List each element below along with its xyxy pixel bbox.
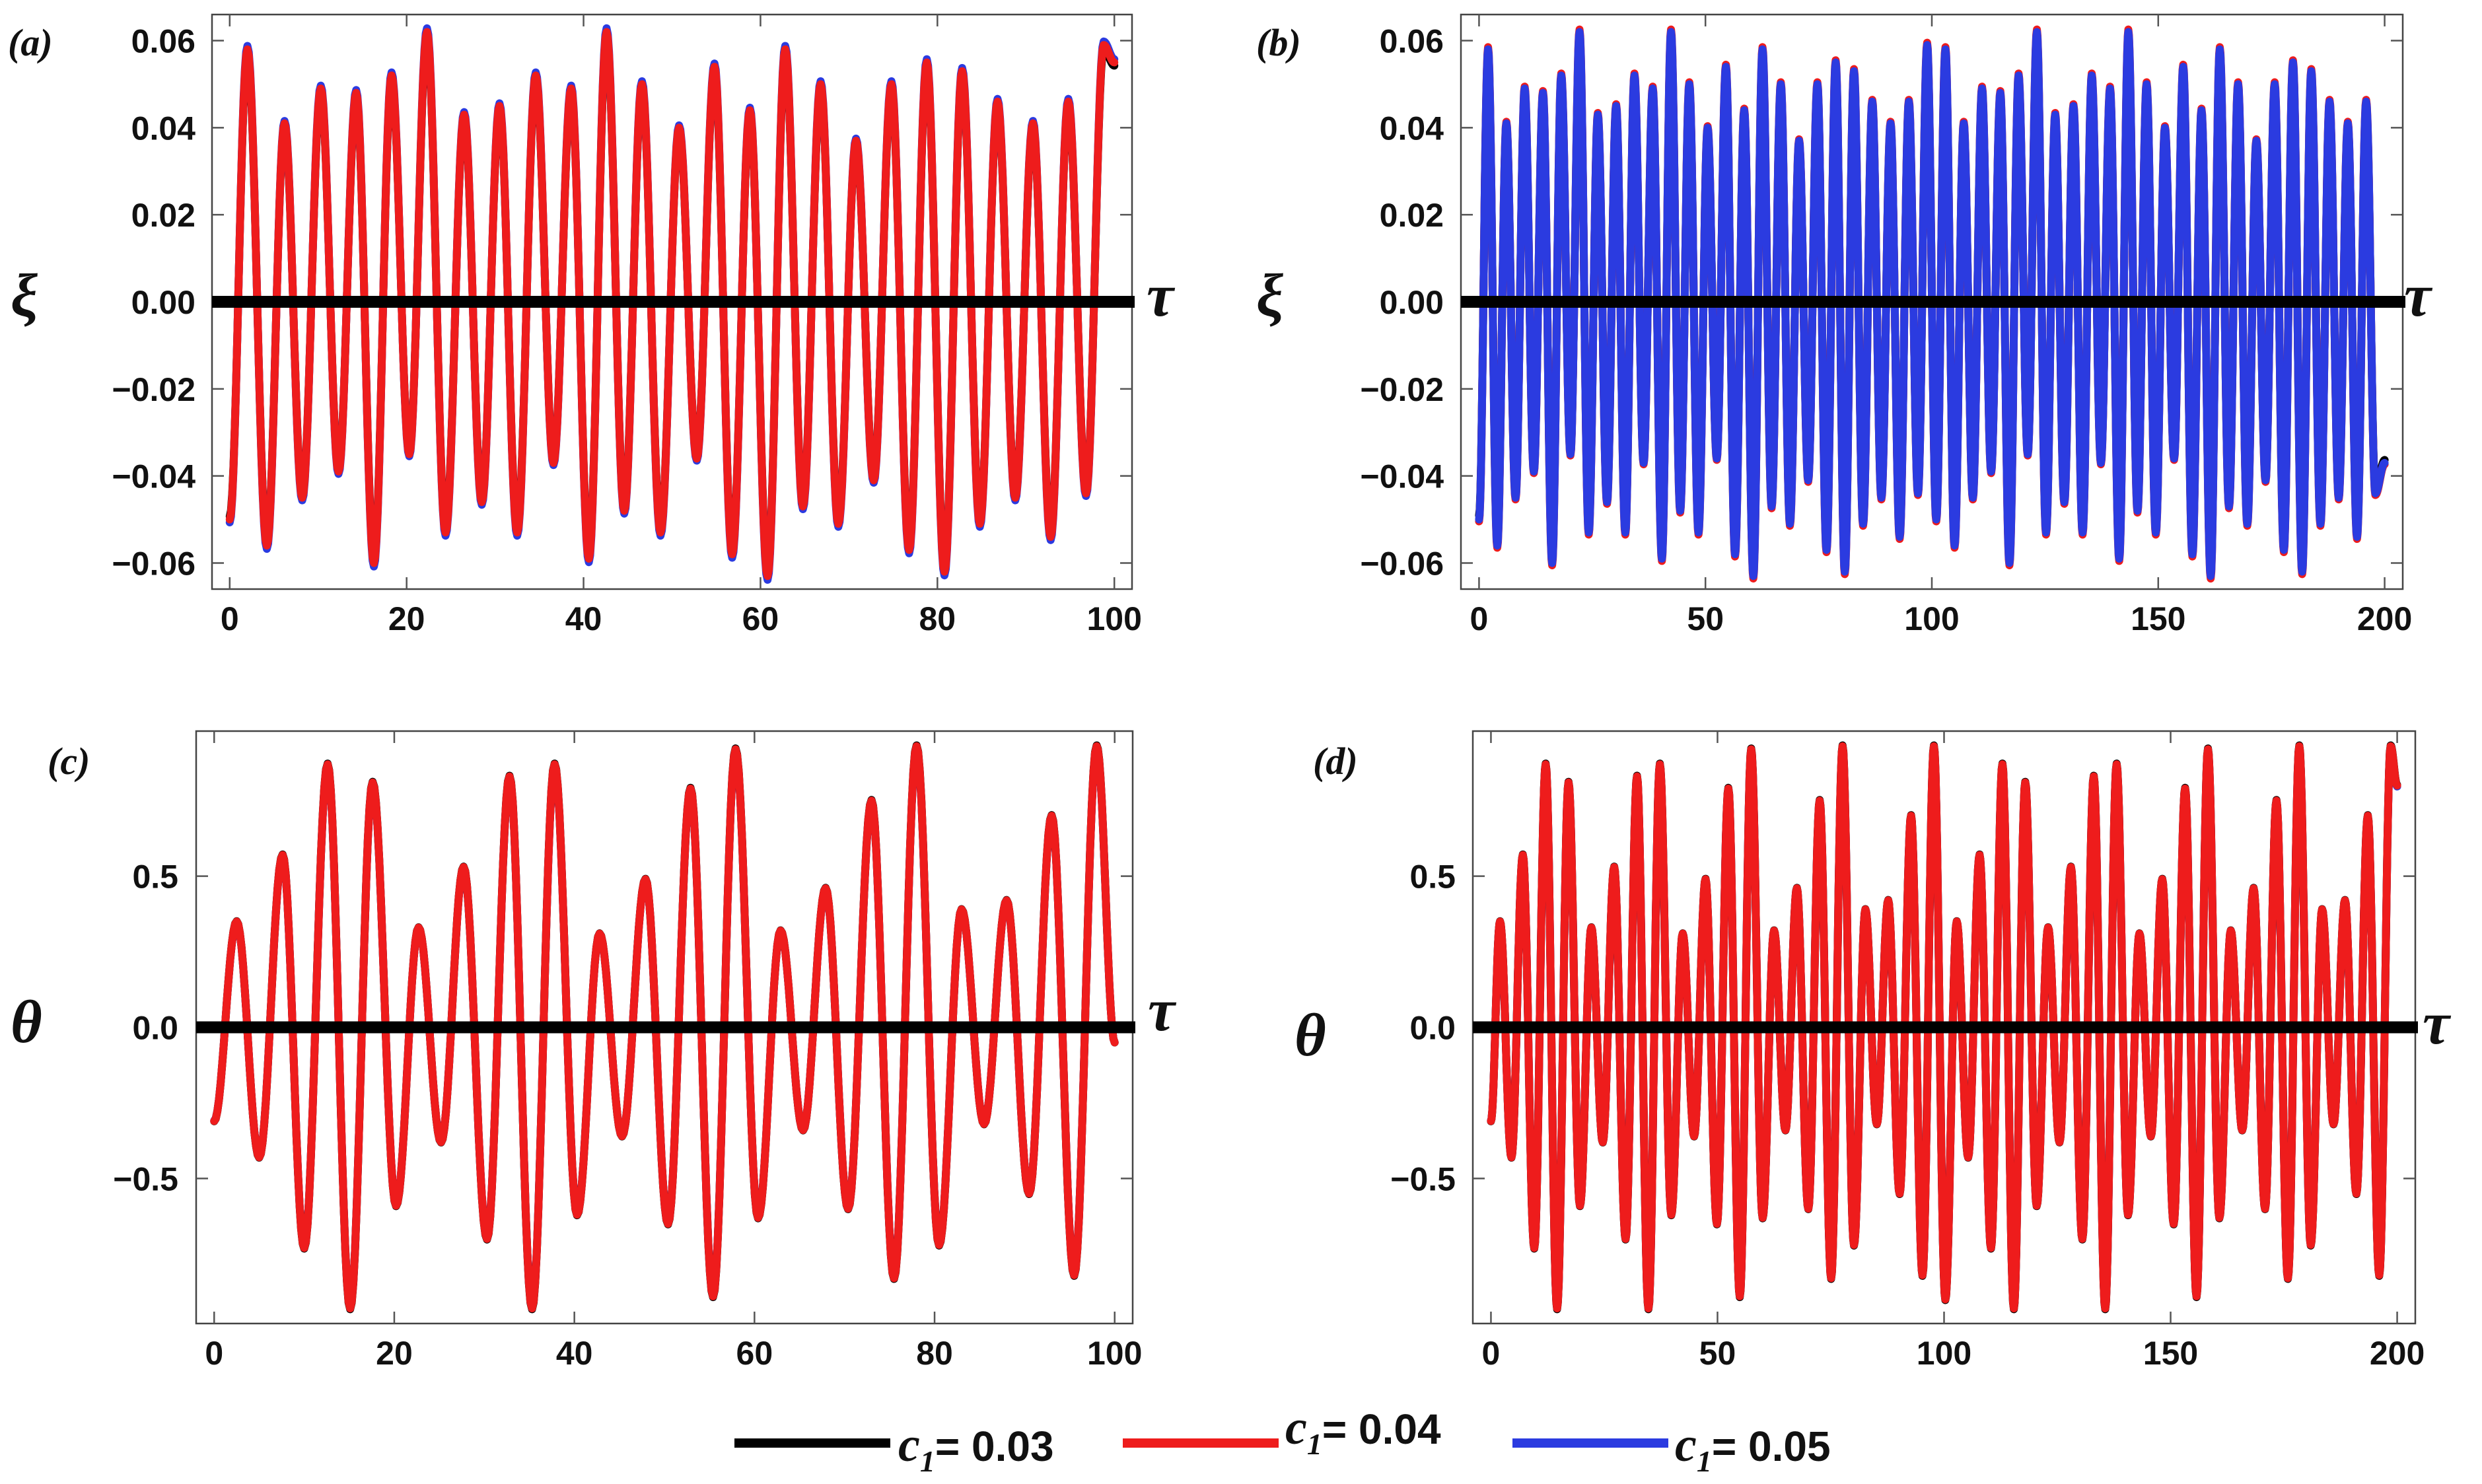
y-tick-label: 0.0 xyxy=(1409,1010,1456,1047)
x-tick-label: 50 xyxy=(1699,1335,1736,1372)
y-tick-label: −0.06 xyxy=(112,545,195,582)
y-tick-label: 0.0 xyxy=(132,1010,178,1047)
x-tick-label: 20 xyxy=(376,1335,413,1372)
series-line-c10.04 xyxy=(210,742,1119,1313)
x-tick-label: 80 xyxy=(916,1335,953,1372)
legend-label-c1-0.05: c1= 0.05 xyxy=(1675,1418,1831,1478)
y-tick-label: 0.04 xyxy=(131,110,196,147)
x-tick-label: 40 xyxy=(565,600,602,637)
y-axis-label: ξ xyxy=(1256,262,1283,329)
y-tick-label: 0.06 xyxy=(131,23,195,60)
y-tick-label: 0.5 xyxy=(1409,859,1456,896)
curves xyxy=(210,741,1119,1314)
x-axis-label: τ xyxy=(1148,976,1177,1043)
curves xyxy=(1487,741,2401,1314)
y-axis-label: θ xyxy=(1294,1001,1326,1069)
y-tick-label: 0.02 xyxy=(131,197,195,234)
x-tick-label: 0 xyxy=(1482,1335,1501,1372)
ticks xyxy=(212,15,1132,589)
curves xyxy=(225,24,1119,584)
x-tick-label: 0 xyxy=(221,600,239,637)
x-tick-label: 50 xyxy=(1687,600,1724,637)
y-tick-label: 0.00 xyxy=(1380,284,1444,321)
y-tick-label: 0.5 xyxy=(132,859,178,896)
y-tick-label: −0.5 xyxy=(1390,1160,1456,1197)
x-tick-label: 150 xyxy=(2131,600,2185,637)
y-tick-label: 0.02 xyxy=(1380,197,1444,234)
series-line-c10.04 xyxy=(1487,742,2401,1313)
legend-label-c1-0.03: c1= 0.03 xyxy=(898,1418,1054,1478)
panel-b: 0 50 100 150 200 0.06 0.04 0.02 0.00 −0.02 −0.04 −0… xyxy=(1256,13,2433,637)
panel-label: (a) xyxy=(8,21,53,64)
series-line-c10.04 xyxy=(225,28,1119,581)
y-axis-label: ξ xyxy=(11,262,38,329)
x-tick-label: 60 xyxy=(736,1335,773,1372)
panel-label: (b) xyxy=(1256,21,1301,64)
legend-label-c1-0.04: c1= 0.04 xyxy=(1285,1401,1441,1461)
x-axis-label: τ xyxy=(2423,989,2452,1057)
y-tick-label: 0.06 xyxy=(1380,23,1444,60)
x-tick-label: 150 xyxy=(2143,1335,2198,1372)
panel-d: 0 50 100 150 200 0.5 0.0 −0.5 (d) θ τ xyxy=(1294,730,2452,1372)
tick-labels: 0 20 40 60 80 100 0.5 0.0 −0.5 xyxy=(113,859,1142,1372)
y-tick-label: −0.02 xyxy=(1360,371,1444,408)
panel-a: 0 20 40 60 80 100 0.06 0.04 0.02 0.00 −0.02 −0.04 −0… xyxy=(8,13,1176,637)
y-tick-label: −0.02 xyxy=(112,371,195,408)
x-tick-label: 40 xyxy=(556,1335,593,1372)
x-tick-label: 80 xyxy=(919,600,956,637)
tick-labels: 0 50 100 150 200 0.06 0.04 0.02 0.00 −0.02 −0.04 −0… xyxy=(1360,23,2412,637)
y-tick-label: 0.04 xyxy=(1380,110,1444,147)
x-tick-label: 20 xyxy=(388,600,425,637)
x-tick-label: 100 xyxy=(1086,600,1141,637)
x-tick-label: 0 xyxy=(205,1335,223,1372)
legend: c1= 0.03 c1= 0.04 c1= 0.05 xyxy=(734,1401,1831,1478)
panel-c: 0 20 40 60 80 100 0.5 0.0 −0.5 (c) θ τ xyxy=(11,730,1177,1372)
y-tick-label: −0.04 xyxy=(1360,458,1444,495)
tick-labels: 0 20 40 60 80 100 0.06 0.04 0.02 0.00 −0.02 −0.04 −0… xyxy=(112,23,1141,637)
x-tick-label: 60 xyxy=(742,600,779,637)
x-axis-label: τ xyxy=(1147,262,1176,329)
x-tick-label: 200 xyxy=(2370,1335,2425,1372)
x-axis-label: τ xyxy=(2404,262,2433,329)
panel-label: (d) xyxy=(1313,740,1358,783)
x-tick-label: 0 xyxy=(1470,600,1489,637)
ticks xyxy=(1461,15,2403,589)
y-tick-label: −0.06 xyxy=(1360,545,1444,582)
panel-label: (c) xyxy=(48,740,90,783)
y-tick-label: −0.5 xyxy=(113,1160,178,1197)
x-tick-label: 200 xyxy=(2357,600,2412,637)
y-axis-label: θ xyxy=(11,988,42,1055)
x-tick-label: 100 xyxy=(1917,1335,1971,1372)
x-tick-label: 100 xyxy=(1087,1335,1142,1372)
x-tick-label: 100 xyxy=(1904,600,1959,637)
y-tick-label: 0.00 xyxy=(131,284,195,321)
y-tick-label: −0.04 xyxy=(112,458,195,495)
tick-labels: 0 50 100 150 200 0.5 0.0 −0.5 xyxy=(1390,859,2425,1372)
